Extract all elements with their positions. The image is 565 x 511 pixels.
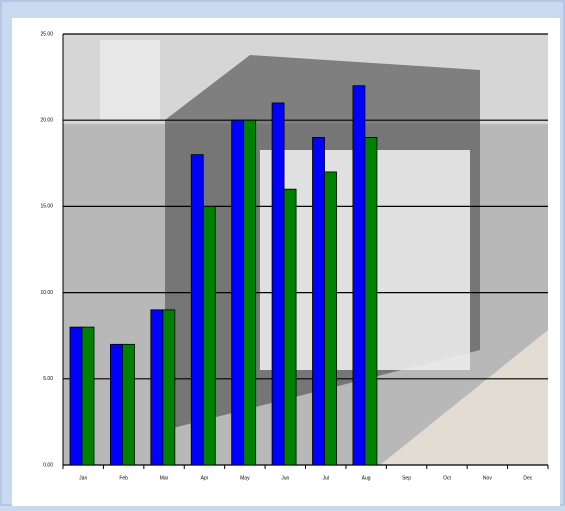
x-tick-label: May [240, 475, 250, 481]
y-tick-label: 20.00 [40, 118, 53, 124]
bar [283, 188, 297, 466]
background-photo [63, 34, 548, 465]
x-tick-label: Nov [483, 475, 492, 481]
bar [110, 343, 123, 466]
bar [352, 85, 366, 466]
bar [243, 119, 257, 466]
bar [81, 326, 95, 466]
bar [324, 171, 337, 466]
x-tick-label: Oct [443, 475, 451, 481]
bar [122, 343, 135, 466]
bar [202, 205, 216, 466]
x-tick-label: Apr [201, 475, 209, 481]
x-tick-label: Jun [281, 475, 289, 481]
y-tick-label: 25.00 [40, 31, 53, 37]
x-tick-label: Mar [160, 475, 169, 481]
y-tick-label: 5.00 [43, 376, 53, 382]
bar [150, 309, 164, 466]
x-tick-label: Jan [79, 475, 87, 481]
y-tick-label: 0.00 [43, 462, 53, 468]
y-tick-label: 15.00 [40, 204, 53, 210]
y-tick-label: 10.00 [40, 290, 53, 296]
bar [231, 119, 245, 466]
bar [312, 137, 325, 466]
bar [271, 102, 285, 466]
bar [190, 154, 204, 466]
bar [364, 137, 378, 466]
x-tick-label: Jul [323, 475, 329, 481]
x-tick-label: Sep [402, 475, 411, 481]
x-tick-label: Feb [119, 475, 128, 481]
x-tick-label: Aug [362, 475, 371, 481]
bar [69, 326, 83, 466]
bar [162, 309, 176, 466]
x-tick-label: Dec [523, 475, 532, 481]
